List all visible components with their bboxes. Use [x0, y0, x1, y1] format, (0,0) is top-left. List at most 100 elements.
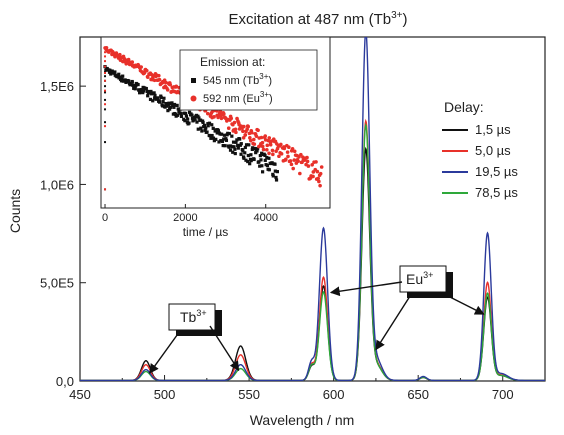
- inset-point: [261, 170, 265, 174]
- inset-point: [172, 102, 177, 107]
- inset-point: [319, 165, 324, 169]
- inset-point: [176, 107, 180, 111]
- inset-point: [292, 149, 297, 154]
- inset-point: [196, 127, 200, 131]
- inset-point: [260, 151, 264, 155]
- inset-point: [291, 166, 296, 171]
- inset-point: [119, 79, 124, 83]
- inset-rise-point: [104, 98, 107, 101]
- inset-point: [183, 119, 187, 123]
- y-axis-label: Counts: [7, 189, 23, 233]
- inset-point: [221, 143, 225, 148]
- inset-point: [145, 75, 150, 79]
- inset-legend-marker: [191, 78, 196, 83]
- inset-point: [289, 162, 294, 167]
- inset-legend-entry: 592 nm (Eu3+): [203, 90, 273, 105]
- inset-point: [227, 145, 231, 149]
- inset-plot-area: 0 2000 4000 time / µs Emission at: 545 nm (Tb…: [100, 36, 331, 239]
- inset-point: [190, 113, 194, 117]
- inset-point: [296, 159, 300, 163]
- inset-point: [236, 143, 240, 148]
- inset-point: [217, 140, 221, 144]
- inset-point: [268, 142, 273, 147]
- inset-point: [219, 116, 224, 121]
- inset-point: [212, 115, 216, 119]
- chart-title: Excitation at 487 nm (Tb3+): [229, 10, 408, 28]
- inset-point: [168, 82, 173, 87]
- inset-point: [261, 147, 266, 152]
- inset-legend-box: [179, 49, 318, 111]
- inset-point: [267, 151, 271, 156]
- inset-point: [150, 92, 154, 96]
- inset-point: [267, 168, 271, 172]
- inset-point: [263, 153, 267, 157]
- inset-point: [211, 126, 215, 130]
- inset-point: [263, 158, 267, 162]
- inset-point: [207, 121, 212, 125]
- inset-point: [121, 74, 125, 78]
- annotations: Tb3+ Eu3+: [149, 265, 485, 374]
- inset-point: [218, 109, 223, 114]
- inset-rise-point: [104, 108, 107, 111]
- inset-point: [160, 104, 165, 108]
- inset-point: [161, 100, 165, 104]
- inset-point: [144, 68, 149, 73]
- inset-point: [249, 159, 253, 163]
- svg-text:Tb3+: Tb3+: [180, 308, 207, 325]
- inset-point: [260, 140, 265, 145]
- inset-point: [277, 154, 281, 159]
- inset-point: [243, 151, 247, 155]
- inset-point: [310, 162, 314, 167]
- inset-point: [118, 52, 122, 57]
- inset-point: [152, 78, 157, 83]
- inset-point: [236, 146, 240, 150]
- x-tick-label: 450: [69, 387, 91, 402]
- inset-point: [107, 70, 112, 74]
- inset-rise-point: [104, 55, 107, 58]
- inset-point: [306, 164, 311, 168]
- inset-rise-point: [104, 85, 107, 88]
- inset-rise-point: [104, 188, 107, 191]
- inset-point: [267, 136, 272, 140]
- inset-point: [205, 130, 209, 134]
- eu-annotation-box: Eu3+: [399, 265, 453, 298]
- inset-legend-entry: 545 nm (Tb3+): [203, 72, 272, 87]
- inset-point: [165, 88, 170, 92]
- inset-point: [252, 137, 256, 142]
- inset-point: [187, 110, 192, 114]
- inset-point: [195, 120, 199, 124]
- inset-point: [250, 130, 254, 135]
- inset-point: [193, 117, 197, 121]
- inset-point: [265, 143, 270, 148]
- inset-point: [201, 120, 205, 125]
- inset-point: [222, 137, 226, 141]
- y-tick-label: 1,5E6: [40, 79, 74, 94]
- eu-annotation-label: Eu: [406, 271, 423, 287]
- inset-point: [305, 155, 309, 160]
- inset-point: [246, 124, 251, 129]
- inset-point: [265, 147, 269, 152]
- inset-point: [241, 135, 246, 140]
- inset-point: [311, 174, 315, 179]
- inset-point: [118, 75, 122, 79]
- x-tick-label: 600: [323, 387, 345, 402]
- inset-point: [265, 155, 269, 160]
- inset-point: [224, 138, 229, 142]
- inset-point: [210, 123, 214, 127]
- inset-point: [209, 136, 213, 140]
- legend-entry: 78,5 µs: [475, 185, 518, 200]
- inset-point: [222, 133, 227, 137]
- inset-point: [317, 179, 321, 184]
- inset-point: [260, 144, 265, 149]
- inset-legend: Emission at: 545 nm (Tb3+) 592 nm (Eu3+): [179, 49, 318, 111]
- inset-legend-marker: [190, 95, 197, 102]
- legend-entry: 5,0 µs: [475, 143, 511, 158]
- inset-point: [151, 99, 155, 103]
- inset-point: [259, 135, 264, 140]
- inset-point: [247, 143, 251, 147]
- inset-point: [232, 120, 237, 125]
- inset-point: [256, 147, 260, 151]
- annotation-arrow: [149, 330, 181, 374]
- inset-point: [273, 162, 277, 166]
